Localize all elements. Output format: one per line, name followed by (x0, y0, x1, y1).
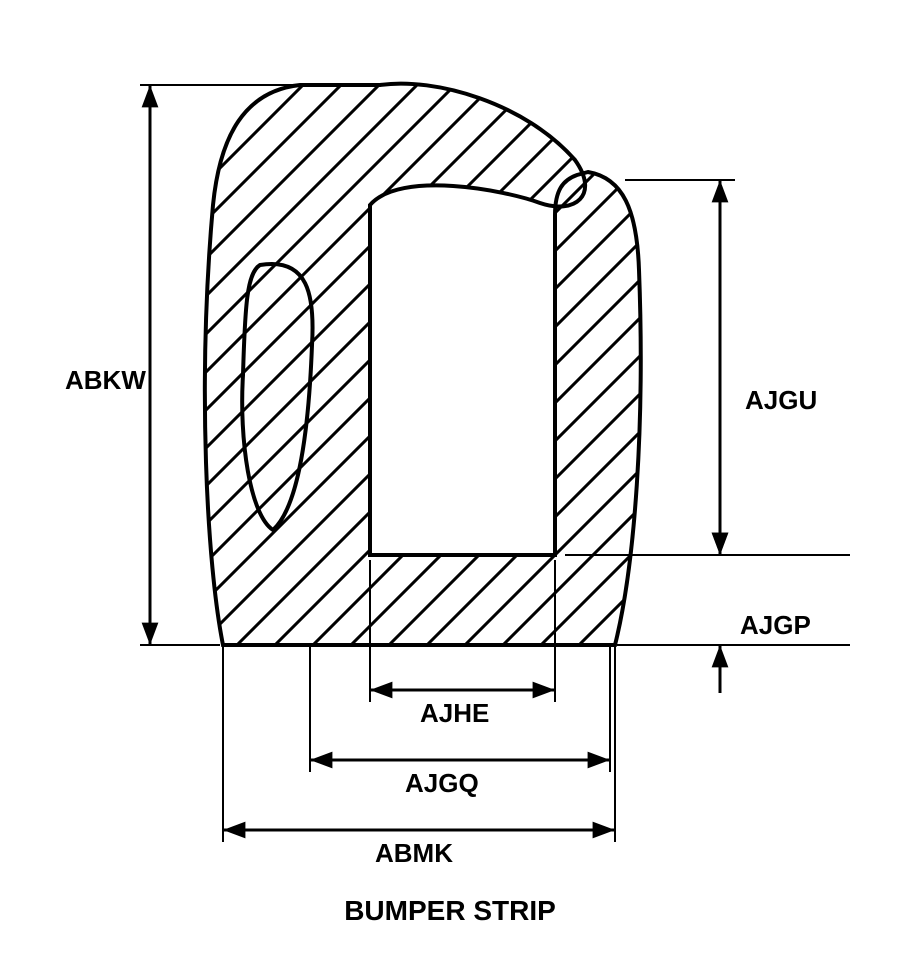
dim-label-ajgp: AJGP (740, 610, 811, 641)
dim-label-ajgu: AJGU (745, 385, 817, 416)
dim-label-ajhe: AJHE (420, 698, 489, 729)
dim-label-abkw: ABKW (65, 365, 146, 396)
diagram-title: BUMPER STRIP (0, 895, 900, 927)
diagram-canvas (0, 0, 900, 960)
dim-label-ajgq: AJGQ (405, 768, 479, 799)
dim-label-abmk: ABMK (375, 838, 453, 869)
